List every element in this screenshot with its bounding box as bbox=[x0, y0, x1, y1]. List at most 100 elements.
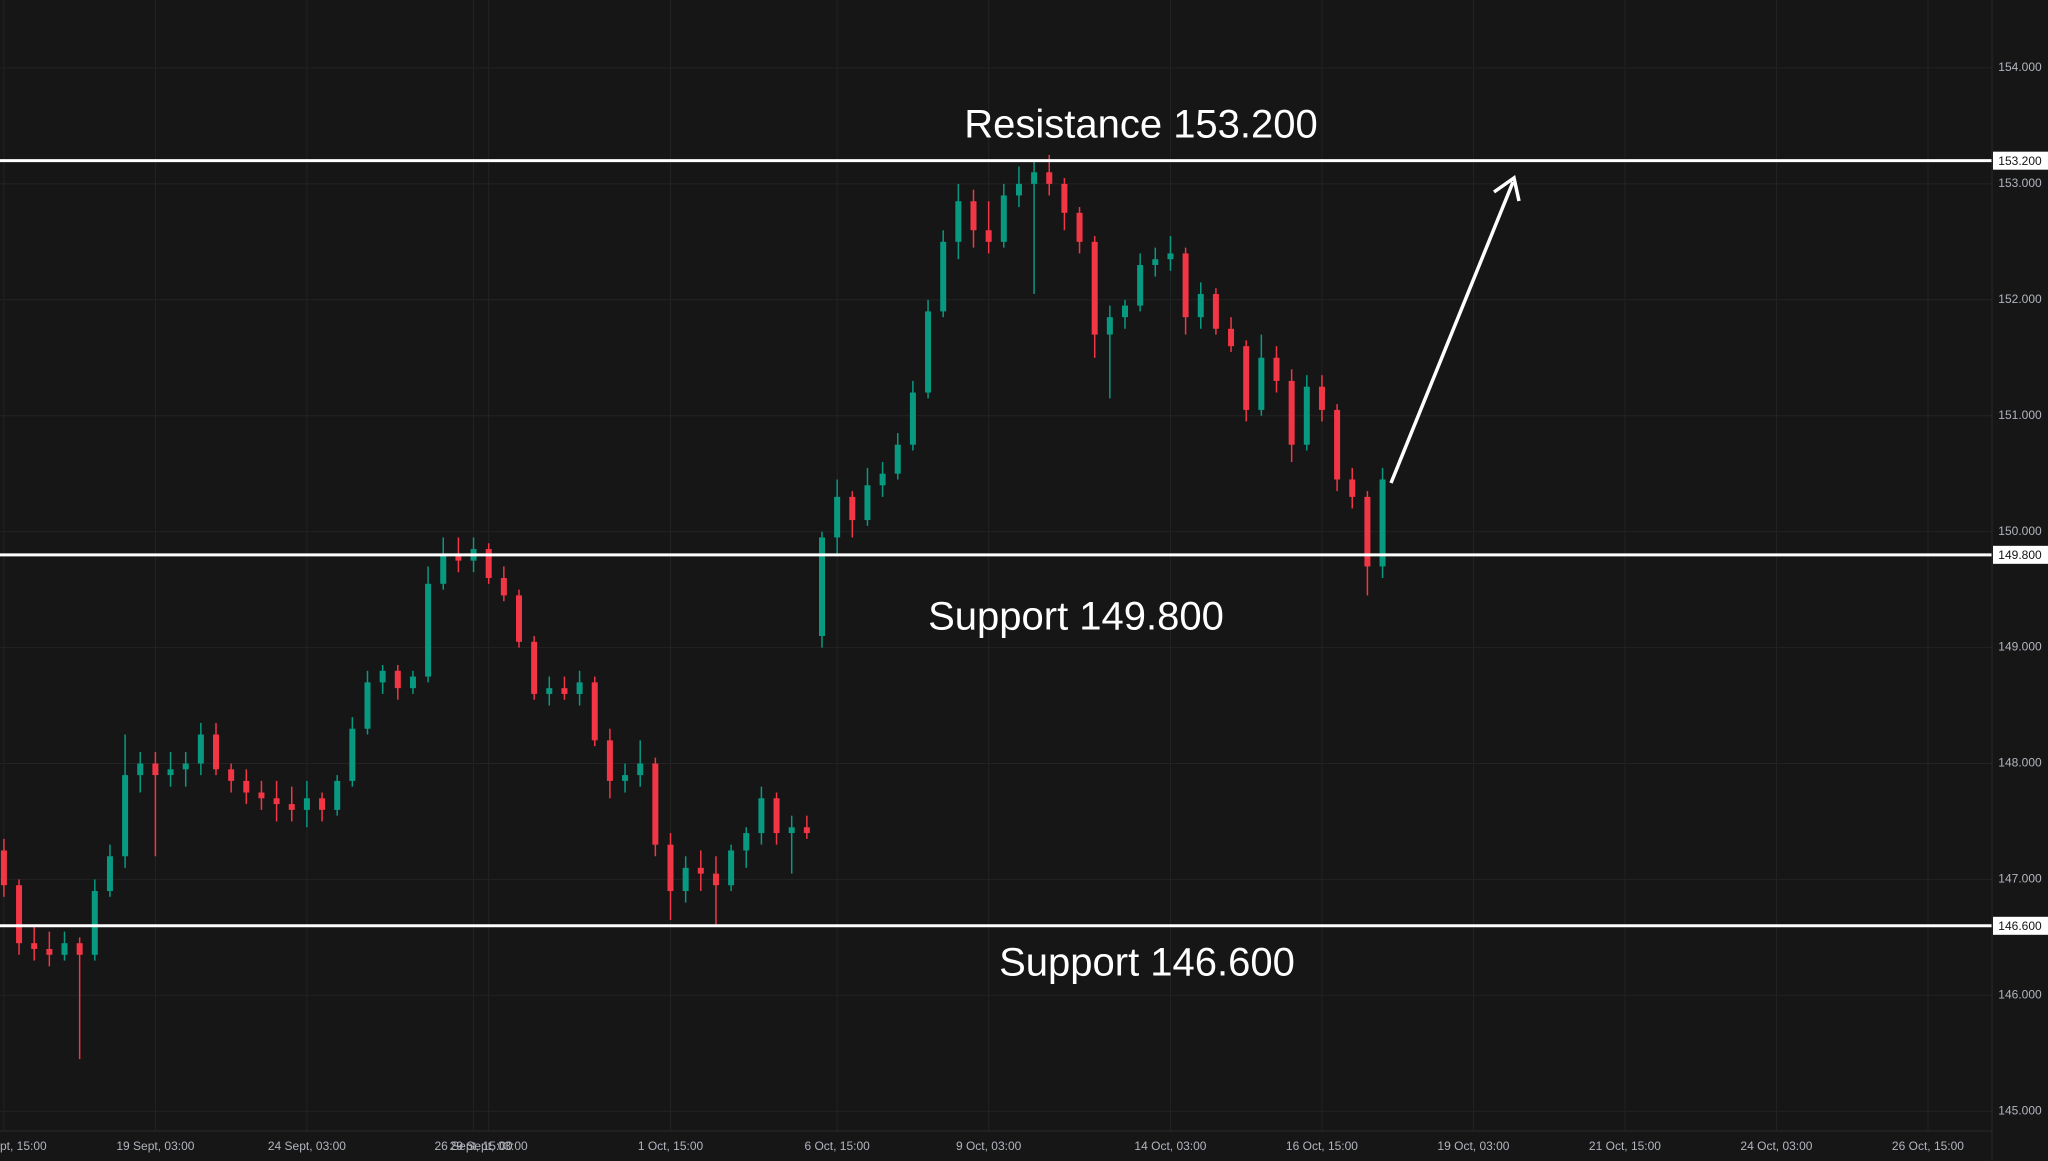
candle-body bbox=[1258, 357, 1265, 410]
x-tick-label: 29 Sept, 03:00 bbox=[450, 1139, 528, 1153]
candle-body bbox=[1318, 386, 1325, 410]
candle-body bbox=[1228, 328, 1235, 347]
candle-body bbox=[561, 688, 568, 694]
candle-body bbox=[1061, 183, 1068, 213]
candle-body bbox=[637, 763, 644, 776]
arrow-head bbox=[1492, 175, 1521, 202]
candle-body bbox=[182, 763, 189, 770]
candle-body bbox=[1334, 409, 1341, 480]
candle-body bbox=[303, 798, 310, 810]
candle-body bbox=[1212, 293, 1219, 329]
candle-body bbox=[622, 775, 629, 781]
candle-body bbox=[31, 943, 38, 949]
x-tick-label: 6 Oct, 15:00 bbox=[804, 1139, 870, 1153]
candle-body bbox=[697, 867, 704, 874]
candle-body bbox=[91, 891, 98, 955]
candle-body bbox=[425, 583, 432, 677]
candle-body bbox=[409, 676, 416, 689]
level-tag bbox=[1993, 545, 2048, 564]
candle-body bbox=[76, 943, 83, 955]
candle-body bbox=[879, 473, 886, 486]
candle-body bbox=[1152, 259, 1159, 266]
y-tick-label: 148.000 bbox=[1998, 756, 2042, 770]
candle-body bbox=[743, 833, 750, 851]
candle-body bbox=[288, 804, 295, 810]
candle-body bbox=[197, 734, 204, 764]
candle-body bbox=[803, 827, 810, 834]
candle-body bbox=[864, 485, 871, 521]
axes: 145.000 146.000 147.000 148.000 149.000 150.0… bbox=[0, 60, 2042, 1153]
candle-body bbox=[1243, 346, 1250, 410]
candle-body bbox=[970, 201, 977, 231]
candle-body bbox=[379, 670, 386, 683]
levels: 153.200 Resistance 153.200 149.800 Support … bbox=[0, 103, 2048, 985]
candle-body bbox=[667, 844, 674, 892]
candle-body bbox=[1046, 172, 1053, 184]
y-tick-label: 147.000 bbox=[1998, 872, 2042, 886]
candle-body bbox=[819, 537, 825, 636]
candle-body bbox=[1182, 253, 1189, 318]
candle-body bbox=[319, 798, 326, 810]
x-tick-label: 14 Oct, 03:00 bbox=[1134, 1139, 1206, 1153]
candle-body bbox=[955, 201, 962, 242]
candle-body bbox=[440, 554, 447, 584]
candle-body bbox=[1137, 265, 1144, 306]
arrow-shaft bbox=[1389, 181, 1515, 484]
projection-arrow bbox=[1389, 175, 1521, 484]
x-tick-label: 16 Oct, 15:00 bbox=[1286, 1139, 1358, 1153]
candle-body bbox=[258, 792, 265, 799]
x-tick-label: 1 Oct, 15:00 bbox=[638, 1139, 704, 1153]
candle-body bbox=[1122, 305, 1128, 318]
level-tag-label: 149.800 bbox=[1998, 548, 2042, 562]
level-tag-label: 146.600 bbox=[1998, 919, 2042, 933]
candle-body bbox=[758, 798, 765, 834]
candle-body bbox=[16, 885, 23, 944]
x-tick-label: 19 Oct, 03:00 bbox=[1437, 1139, 1509, 1153]
candle-body bbox=[1015, 183, 1022, 196]
level-tag bbox=[1993, 151, 2048, 170]
candle-body bbox=[894, 444, 901, 474]
candle-body bbox=[500, 578, 507, 596]
candle-body bbox=[1106, 317, 1113, 335]
candle-body bbox=[728, 850, 735, 886]
candle-body bbox=[546, 688, 553, 694]
candle-body bbox=[167, 769, 174, 776]
candle-body bbox=[925, 311, 932, 393]
candle-body bbox=[122, 775, 129, 857]
candle-body bbox=[228, 769, 235, 781]
candle-body bbox=[1288, 380, 1295, 445]
candle-body bbox=[682, 867, 689, 892]
candle-body bbox=[1197, 293, 1204, 318]
candle-body bbox=[1349, 479, 1356, 497]
candle-body bbox=[1076, 212, 1083, 242]
x-tick-label: 9 Oct, 03:00 bbox=[956, 1139, 1022, 1153]
x-tick-label: 24 Oct, 03:00 bbox=[1740, 1139, 1812, 1153]
candle-body bbox=[364, 682, 371, 729]
y-tick-label: 145.000 bbox=[1998, 1103, 2042, 1117]
candle-body bbox=[516, 595, 522, 642]
x-tick-label: 26 Sept, 15:00 bbox=[435, 1139, 513, 1153]
candle-body bbox=[606, 740, 613, 781]
candle-body bbox=[394, 670, 401, 689]
candle-body bbox=[46, 948, 53, 955]
candle-body bbox=[1303, 386, 1310, 445]
candle-body bbox=[243, 780, 250, 793]
candle-body bbox=[576, 682, 583, 694]
x-tick-label: 24 Sept, 03:00 bbox=[268, 1139, 346, 1153]
candle-body bbox=[834, 496, 841, 538]
candle-body bbox=[152, 763, 159, 776]
candle-body bbox=[0, 850, 7, 886]
candle-body bbox=[1000, 195, 1007, 242]
level-tag bbox=[1993, 916, 2048, 935]
candle-body bbox=[485, 549, 492, 579]
candle-body bbox=[591, 682, 598, 741]
y-tick-label: 154.000 bbox=[1998, 60, 2042, 74]
candle-body bbox=[1379, 479, 1386, 567]
x-tick-label: 26 Oct, 15:00 bbox=[1892, 1139, 1964, 1153]
candle-body bbox=[531, 641, 538, 694]
candle-body bbox=[1364, 496, 1371, 567]
candle-body bbox=[273, 798, 280, 805]
y-tick-label: 149.000 bbox=[1998, 640, 2042, 654]
candle-body bbox=[213, 734, 219, 770]
